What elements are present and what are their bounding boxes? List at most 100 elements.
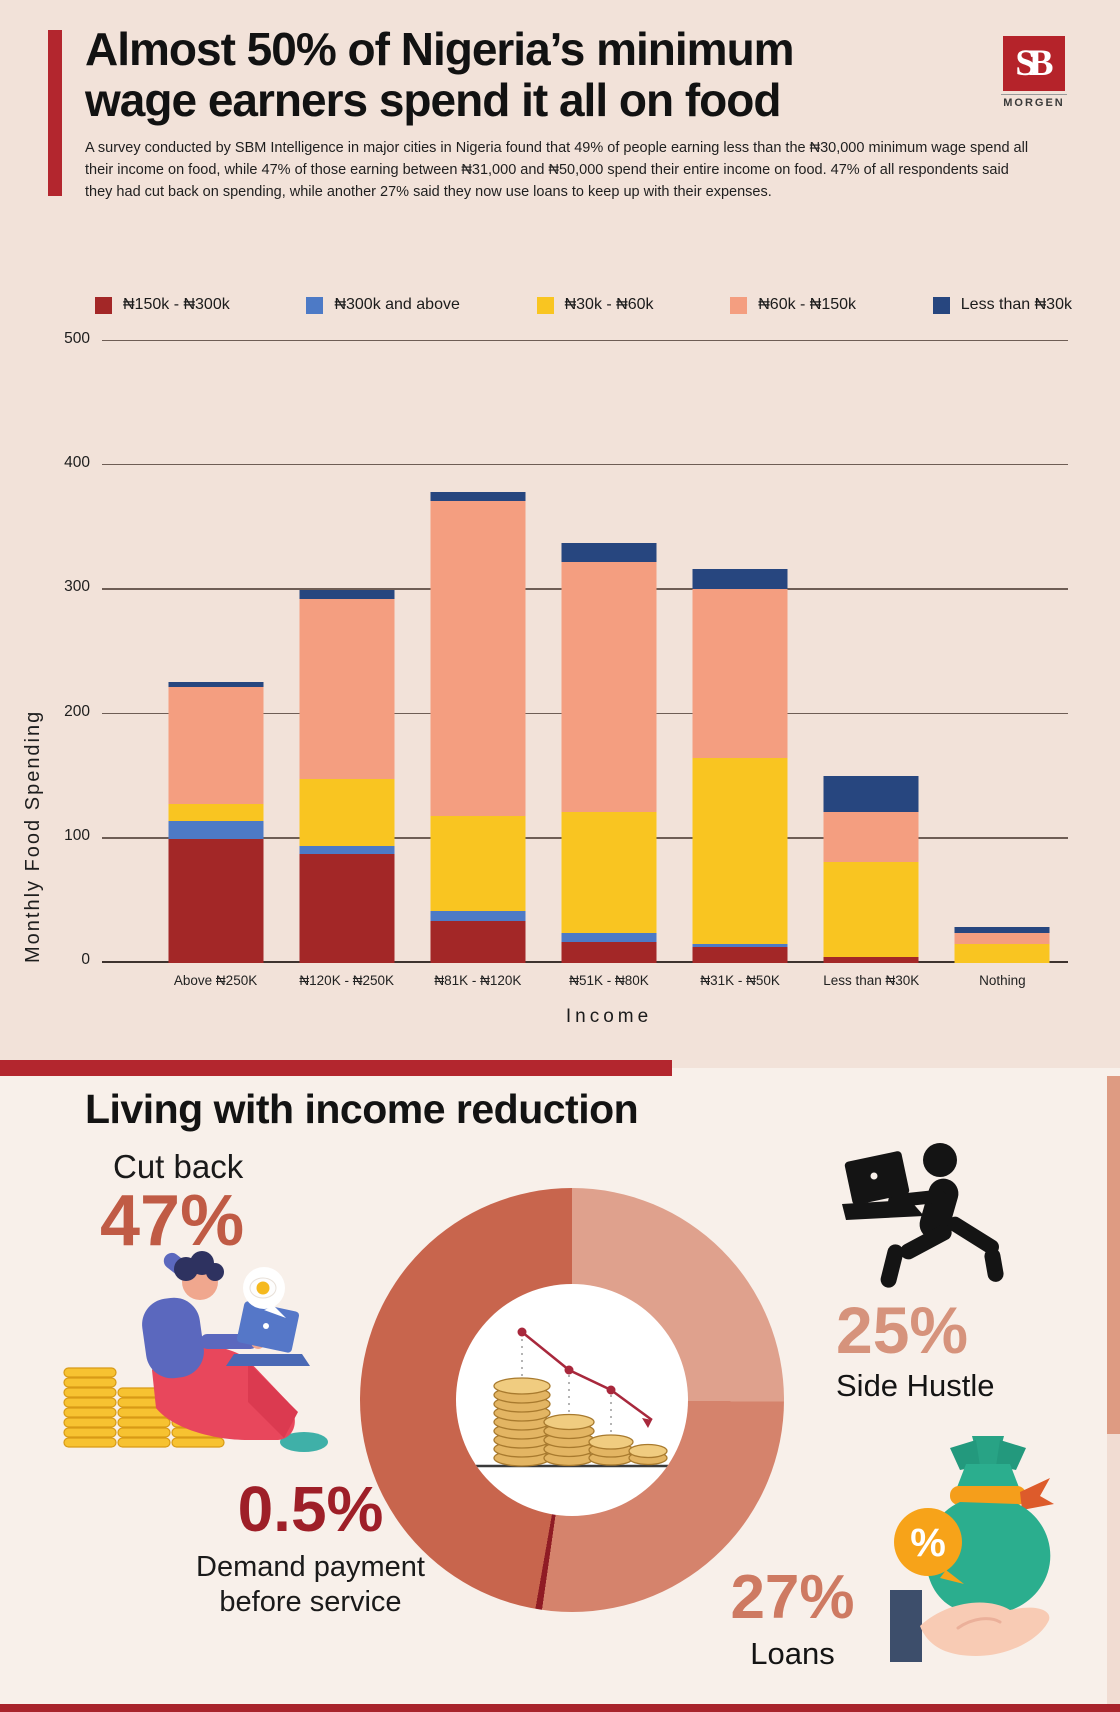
- sweater: [142, 1297, 204, 1379]
- gridline-500: 500: [64, 330, 1068, 347]
- legend-swatch: [730, 296, 748, 314]
- legend-label: ₦300k and above: [334, 296, 460, 313]
- bar-segment: [561, 933, 657, 942]
- intro-paragraph: A survey conducted by SBM Intelligence i…: [85, 140, 1029, 200]
- sbm-logo-name: MORGEN: [1001, 94, 1067, 109]
- x-tick-label: ₦120K - ₦250K: [299, 973, 394, 988]
- page-title-line2: wage earners spend it all on food: [85, 73, 781, 126]
- bag-ribbon: [1020, 1478, 1054, 1510]
- x-tick-label: ₦51K - ₦80K: [569, 973, 649, 988]
- title-accent-bar: [48, 30, 62, 196]
- stacked-bar-7: [954, 926, 1050, 963]
- stacked-bar-4: [561, 542, 657, 963]
- bar-segment: [299, 598, 395, 779]
- laptop-screen: [844, 1151, 910, 1205]
- person-on-coins-illustration: [63, 1251, 328, 1452]
- sbm-logo: SB MORGEN: [1001, 36, 1067, 109]
- rear-calf: [984, 1248, 1004, 1282]
- coin-stack-3: [588, 1434, 634, 1466]
- bar-plot: 0 100 200 300 400 500: [64, 330, 1068, 968]
- stacked-bar-3: [430, 491, 526, 963]
- bar-slot: [806, 341, 937, 963]
- coin-stack-1: [493, 1377, 551, 1467]
- svg-text:%: %: [910, 1521, 946, 1565]
- legend-swatch: [536, 296, 554, 314]
- y-tick-label: 200: [64, 702, 90, 720]
- bar-segment: [561, 812, 657, 934]
- bar-segment: [168, 821, 264, 839]
- side-hustle-icon: [842, 1143, 1004, 1288]
- section-divider-bar: [0, 1060, 672, 1076]
- bar-segment: [954, 944, 1050, 963]
- bar-segment: [561, 562, 657, 813]
- legend-item: ₦150k - ₦300k: [95, 296, 230, 314]
- loans-label: Loans: [750, 1636, 835, 1671]
- bars-row: [150, 341, 1068, 963]
- right-edge-accent-light: [1107, 1434, 1120, 1704]
- section-title: Living with income reduction: [85, 1086, 639, 1132]
- y-tick-label: 0: [81, 950, 90, 968]
- bar-segment: [168, 686, 264, 804]
- bar-segment: [561, 542, 657, 563]
- bar-segment: [430, 910, 526, 921]
- bar-segment: [299, 846, 395, 854]
- bar-segment: [430, 501, 526, 817]
- bag-band: [950, 1486, 1026, 1505]
- page-title: Almost 50% of Nigeria’s minimum wage ear…: [85, 23, 795, 126]
- demand-payment-block: 0.5% Demand payment before service: [168, 1472, 453, 1620]
- bar-segment: [168, 681, 264, 687]
- front-calf: [880, 1244, 904, 1288]
- page-title-line1: Almost 50% of Nigeria’s minimum: [85, 23, 795, 75]
- bar-segment: [692, 944, 788, 947]
- side-hustle-label: Side Hustle: [836, 1368, 995, 1403]
- bar-segment: [168, 803, 264, 822]
- bar-segment: [823, 862, 919, 957]
- head: [923, 1143, 957, 1177]
- legend-item: ₦300k and above: [306, 296, 460, 314]
- egg-speech-bubble: [243, 1267, 286, 1318]
- rear-leg: [947, 1216, 999, 1255]
- sleeve-cuff: [890, 1590, 922, 1662]
- legend-item: ₦60k - ₦150k: [730, 296, 856, 314]
- legend-swatch: [932, 296, 950, 314]
- bar-segment: [692, 588, 788, 758]
- drop-lines: [521, 1332, 612, 1432]
- legend-swatch: [306, 296, 324, 314]
- coin-stack-2: [543, 1413, 595, 1467]
- legend-label: ₦150k - ₦300k: [123, 296, 230, 313]
- sbm-logo-mark: SB: [1003, 36, 1065, 91]
- loans-value: 27%: [730, 1563, 855, 1632]
- bar-segment: [823, 812, 919, 863]
- arrow-head: [642, 1418, 652, 1428]
- x-tick-label: Less than ₦30K: [823, 973, 920, 988]
- x-axis-labels: Above ₦250K ₦120K - ₦250K ₦81K - ₦120K ₦51K…: [150, 973, 1068, 988]
- bar-segment: [430, 491, 526, 502]
- legend-label: Less than ₦30k: [960, 296, 1072, 313]
- bar-slot: [150, 341, 281, 963]
- y-tick-label: 500: [64, 329, 90, 347]
- y-tick-label: 400: [64, 453, 90, 471]
- legend-item: ₦30k - ₦60k: [536, 296, 654, 314]
- bar-segment: [299, 853, 395, 963]
- bar-segment: [823, 956, 919, 963]
- cut-back-value: 47%: [100, 1181, 245, 1261]
- laptop-base: [842, 1200, 924, 1220]
- loans-money-bag-icon: %: [890, 1436, 1054, 1662]
- x-tick-label: ₦81K - ₦120K: [434, 973, 522, 988]
- decline-line: [521, 1331, 653, 1422]
- bar-segment: [299, 589, 395, 599]
- bar-segment: [954, 926, 1050, 934]
- bar-segment: [692, 757, 788, 945]
- bar-segment: [692, 946, 788, 963]
- egg-yolk: [256, 1281, 270, 1295]
- cut-back-label: Cut back: [113, 1148, 244, 1185]
- side-hustle-value: 25%: [836, 1293, 969, 1367]
- bar-slot: [543, 341, 674, 963]
- percent-bubble: %: [894, 1508, 964, 1584]
- bar-segment: [299, 778, 395, 847]
- legend-label: ₦30k - ₦60k: [564, 296, 654, 313]
- coin-stack-4: [628, 1443, 668, 1466]
- stacked-bar-6: [823, 776, 919, 963]
- declining-coins-illustration: [476, 1327, 668, 1468]
